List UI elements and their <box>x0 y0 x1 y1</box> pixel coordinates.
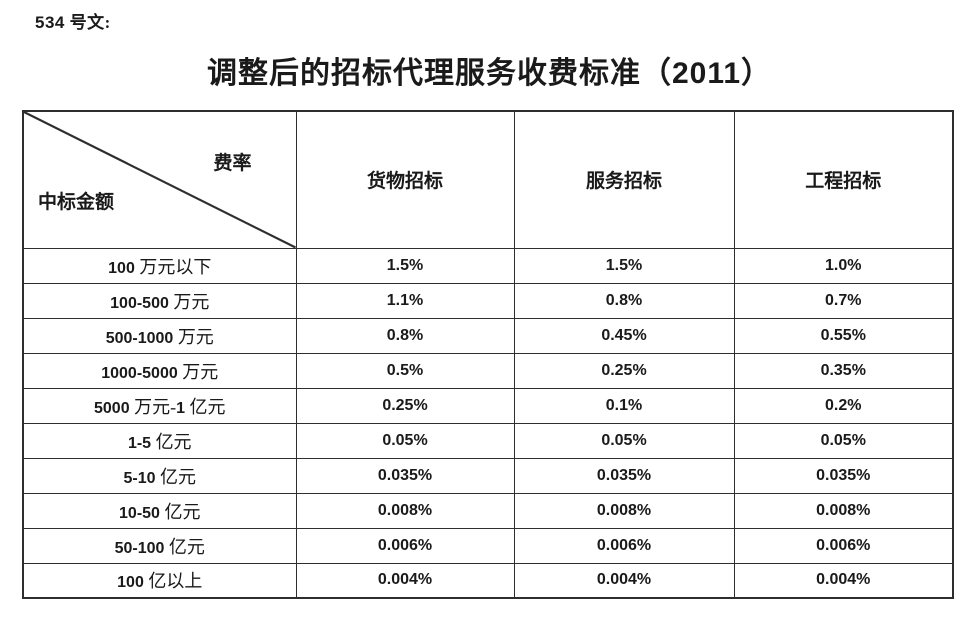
rate-cell: 0.008% <box>513 492 735 529</box>
table-row: 10-50 亿元 0.008% 0.008% 0.008% <box>22 492 954 529</box>
rate-cell: 0.1% <box>513 387 735 424</box>
rate-cell: 0.05% <box>733 422 954 459</box>
corner-label-rate: 费率 <box>213 153 252 174</box>
table-row: 100 万元以下 1.5% 1.5% 1.0% <box>22 247 954 284</box>
rate-cell: 0.45% <box>513 317 735 354</box>
table-row: 100 亿以上 0.004% 0.004% 0.004% <box>22 562 954 599</box>
rate-cell: 0.006% <box>733 527 954 564</box>
rate-cell: 0.25% <box>513 352 735 389</box>
table-row: 100-500 万元 1.1% 0.8% 0.7% <box>22 282 954 319</box>
amount-cell: 5-10 亿元 <box>22 457 297 494</box>
rate-cell: 0.25% <box>295 387 515 424</box>
amount-cell: 100 万元以下 <box>22 247 297 284</box>
corner-label-amount: 中标金额 <box>38 191 115 213</box>
page-title: 调整后的招标代理服务收费标准（2011） <box>206 57 773 90</box>
rate-cell: 0.05% <box>513 422 735 459</box>
rate-cell: 0.8% <box>513 282 735 319</box>
rate-cell: 0.7% <box>733 282 954 319</box>
column-header-engineering: 工程招标 <box>733 110 954 249</box>
rate-cell: 0.35% <box>733 352 954 389</box>
table-row: 50-100 亿元 0.006% 0.006% 0.006% <box>22 527 954 564</box>
rate-cell: 0.035% <box>295 457 515 494</box>
rate-cell: 0.006% <box>295 527 515 564</box>
table-row: 500-1000 万元 0.8% 0.45% 0.55% <box>22 317 954 354</box>
amount-cell: 100-500 万元 <box>22 282 297 319</box>
rate-cell: 0.5% <box>295 352 515 389</box>
rate-cell: 1.0% <box>733 247 954 284</box>
rate-cell: 0.035% <box>733 457 954 494</box>
amount-cell: 500-1000 万元 <box>22 317 297 354</box>
table-row: 5000 万元-1 亿元 0.25% 0.1% 0.2% <box>22 387 954 424</box>
table-row: 1-5 亿元 0.05% 0.05% 0.05% <box>22 422 954 459</box>
column-header-services: 服务招标 <box>513 110 735 249</box>
doc-number: 534 号文: <box>35 13 111 32</box>
rate-cell: 0.004% <box>733 562 954 599</box>
column-header-goods: 货物招标 <box>295 110 515 249</box>
amount-cell: 1-5 亿元 <box>22 422 297 459</box>
fee-table: 费率 中标金额 货物招标 服务招标 工程招标 100 万元以下 1.5% 1.5% 1… <box>22 110 954 599</box>
rate-cell: 0.008% <box>733 492 954 529</box>
rate-cell: 1.5% <box>295 247 515 284</box>
rate-cell: 0.004% <box>295 562 515 599</box>
rate-cell: 0.2% <box>733 387 954 424</box>
amount-cell: 5000 万元-1 亿元 <box>22 387 297 424</box>
rate-cell: 0.05% <box>295 422 515 459</box>
header-row: 费率 中标金额 货物招标 服务招标 工程招标 <box>22 110 954 249</box>
rate-cell: 0.008% <box>295 492 515 529</box>
rate-cell: 0.006% <box>513 527 735 564</box>
amount-cell: 50-100 亿元 <box>22 527 297 564</box>
rate-cell: 1.5% <box>513 247 735 284</box>
rate-cell: 0.55% <box>733 317 954 354</box>
rate-cell: 0.8% <box>295 317 515 354</box>
rate-cell: 0.035% <box>513 457 735 494</box>
corner-cell: 费率 中标金额 <box>22 110 297 249</box>
rate-cell: 1.1% <box>295 282 515 319</box>
amount-cell: 10-50 亿元 <box>22 492 297 529</box>
amount-cell: 100 亿以上 <box>22 562 297 599</box>
table-row: 5-10 亿元 0.035% 0.035% 0.035% <box>22 457 954 494</box>
rate-cell: 0.004% <box>513 562 735 599</box>
fee-table-body: 100 万元以下 1.5% 1.5% 1.0% 100-500 万元 1.1% 0.8% 0.… <box>22 247 954 599</box>
table-row: 1000-5000 万元 0.5% 0.25% 0.35% <box>22 352 954 389</box>
amount-cell: 1000-5000 万元 <box>22 352 297 389</box>
diagonal-line-icon <box>24 112 296 248</box>
